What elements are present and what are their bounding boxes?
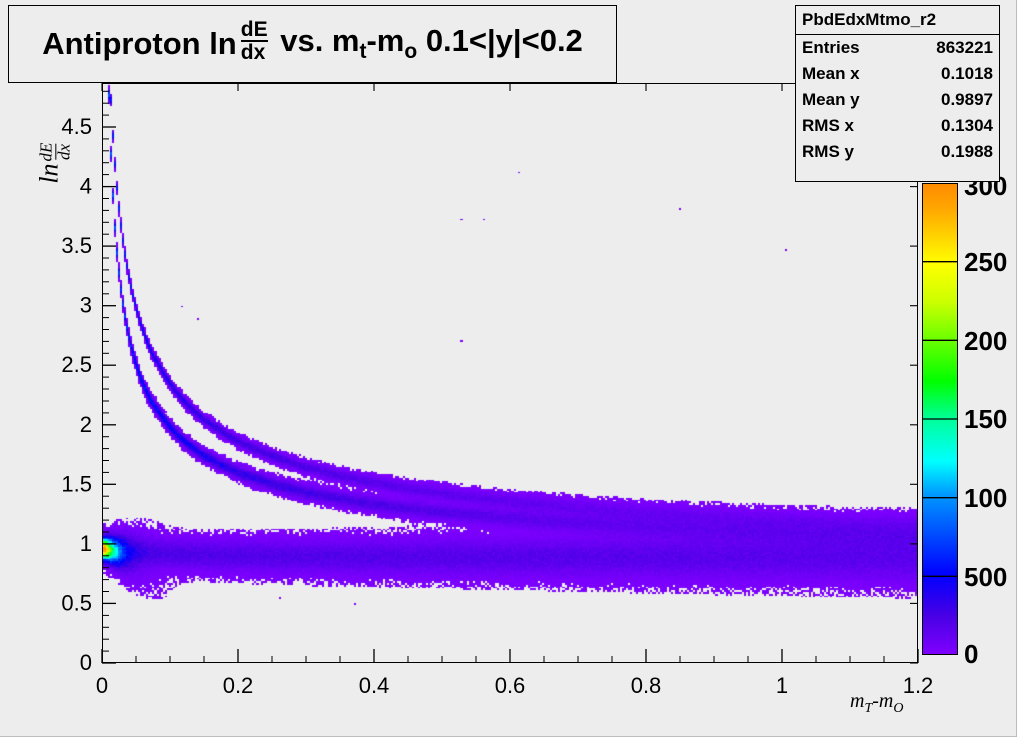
svg-text:2.5: 2.5	[61, 352, 92, 377]
svg-text:0: 0	[964, 639, 978, 669]
svg-text:1: 1	[776, 673, 788, 698]
svg-text:0: 0	[96, 673, 108, 698]
svg-text:0: 0	[80, 650, 92, 675]
svg-text:2: 2	[80, 412, 92, 437]
svg-text:0.8: 0.8	[631, 673, 662, 698]
svg-text:0.4: 0.4	[359, 673, 390, 698]
svg-text:4: 4	[80, 174, 92, 199]
svg-text:3.5: 3.5	[61, 233, 92, 258]
svg-text:0.5: 0.5	[61, 590, 92, 615]
svg-text:100: 100	[964, 483, 1007, 513]
svg-text:1.5: 1.5	[61, 471, 92, 496]
svg-text:200: 200	[964, 326, 1007, 356]
svg-text:1.2: 1.2	[903, 673, 934, 698]
svg-text:250: 250	[964, 247, 1007, 277]
svg-text:1: 1	[80, 531, 92, 556]
svg-text:150: 150	[964, 404, 1007, 434]
svg-text:4.5: 4.5	[61, 114, 92, 139]
svg-text:500: 500	[964, 562, 1007, 592]
svg-text:0.2: 0.2	[223, 673, 254, 698]
svg-text:3: 3	[80, 293, 92, 318]
svg-text:0.6: 0.6	[495, 673, 526, 698]
